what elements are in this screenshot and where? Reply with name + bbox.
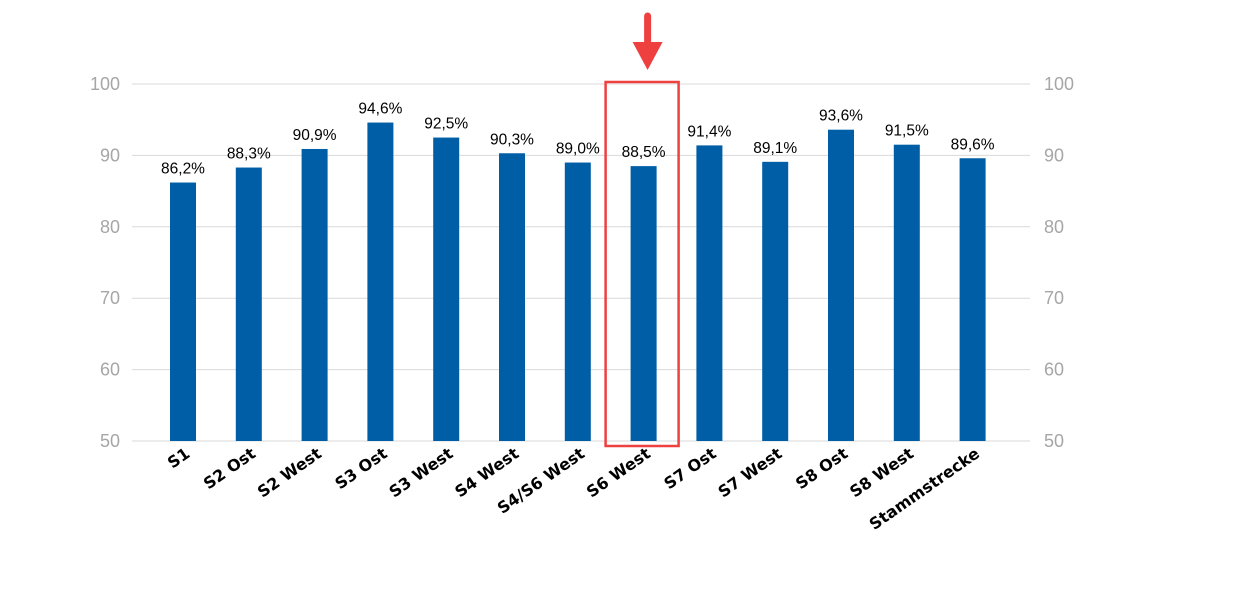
x-tick-label: S3 Ost <box>331 444 391 494</box>
highlight-annotation <box>604 12 680 448</box>
bar <box>893 144 920 441</box>
bar <box>235 167 262 441</box>
x-tick-label: S6 West <box>583 444 654 502</box>
data-label: 90,3% <box>490 131 534 148</box>
x-tick-label: S1 <box>164 444 193 473</box>
bar <box>367 122 394 441</box>
y-tick-label-left: 90 <box>100 145 120 165</box>
bar <box>959 158 986 442</box>
bar <box>630 166 657 442</box>
x-tick-label: S2 Ost <box>200 444 260 494</box>
highlight-box <box>604 80 680 448</box>
data-labels: 86,2% 88,3% 90,9% 94,6% 92,5% 90,3% 89,0% 88,5%… <box>161 101 995 178</box>
y-tick-label-right: 90 <box>1044 145 1064 165</box>
bar <box>301 148 328 441</box>
data-label: 86,2% <box>161 161 205 178</box>
y-tick-label-left: 70 <box>100 288 120 308</box>
bar <box>828 129 854 442</box>
y-tick-label-right: 80 <box>1044 217 1064 237</box>
y-tick-label-left: 60 <box>100 360 120 380</box>
x-tick-label: S2 West <box>254 444 325 502</box>
x-tick-label: S8 Ost <box>792 444 852 494</box>
data-label: 88,3% <box>227 146 271 163</box>
data-label: 90,9% <box>293 127 337 144</box>
x-tick-label: S7 West <box>715 444 786 502</box>
bar <box>762 161 789 442</box>
data-label: 89,6% <box>951 136 995 153</box>
y-tick-label-right: 50 <box>1044 431 1064 451</box>
y-tick-label-right: 100 <box>1044 74 1074 94</box>
data-label: 88,5% <box>622 144 666 161</box>
y-tick-label-left: 50 <box>100 431 120 451</box>
x-tick-label: Stammstrecke <box>866 444 983 534</box>
bar <box>696 145 723 442</box>
bars <box>170 122 986 442</box>
y-tick-label-left: 100 <box>90 74 120 94</box>
data-label: 92,5% <box>424 116 468 133</box>
bar <box>499 153 525 441</box>
data-label: 91,4% <box>687 123 731 140</box>
data-label: 89,1% <box>753 140 797 157</box>
y-tick-label-right: 70 <box>1044 288 1064 308</box>
arrow-down-icon <box>632 42 663 70</box>
data-label: 89,0% <box>556 141 600 158</box>
x-tick-label: S3 West <box>386 444 457 502</box>
bar <box>170 182 196 442</box>
y-tick-label-right: 60 <box>1044 360 1064 380</box>
data-label: 93,6% <box>819 108 863 125</box>
data-label: 94,6% <box>358 101 402 118</box>
bar <box>564 162 591 442</box>
bar <box>433 137 460 442</box>
data-label: 91,5% <box>885 123 929 140</box>
y-tick-label-left: 80 <box>100 217 120 237</box>
x-tick-label: S7 Ost <box>660 444 720 494</box>
